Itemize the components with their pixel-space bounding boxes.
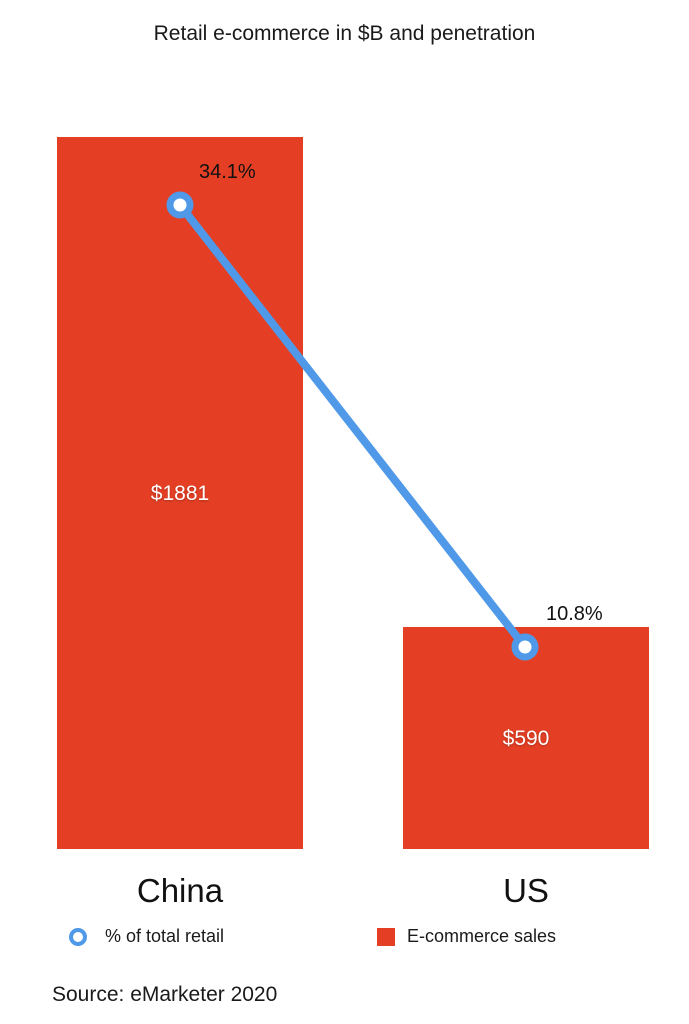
chart-title: Retail e-commerce in $B and penetration [153,22,536,45]
bar-value-us: $590 [502,727,550,750]
legend-item-bar: E-commerce sales [377,926,556,947]
category-label-us: US [503,872,549,909]
square-swatch-icon [377,927,395,946]
pct-label-us: 10.8% [546,603,603,625]
line-point-us [511,633,539,661]
legend-bar-label: E-commerce sales [407,926,557,946]
bar-china: $1881 [57,137,303,849]
legend-item-line: % of total retail [69,926,224,947]
bar-us: $590 [403,627,649,849]
bar-value-china: $1881 [150,482,210,505]
pct-label-china: 34.1% [199,161,256,183]
line-point-china [166,191,194,219]
ring-marker-icon [69,927,87,946]
legend-line-label: % of total retail [105,926,225,946]
category-label-china: China [136,872,224,909]
source-note: Source: eMarketer 2020 [52,983,278,1006]
